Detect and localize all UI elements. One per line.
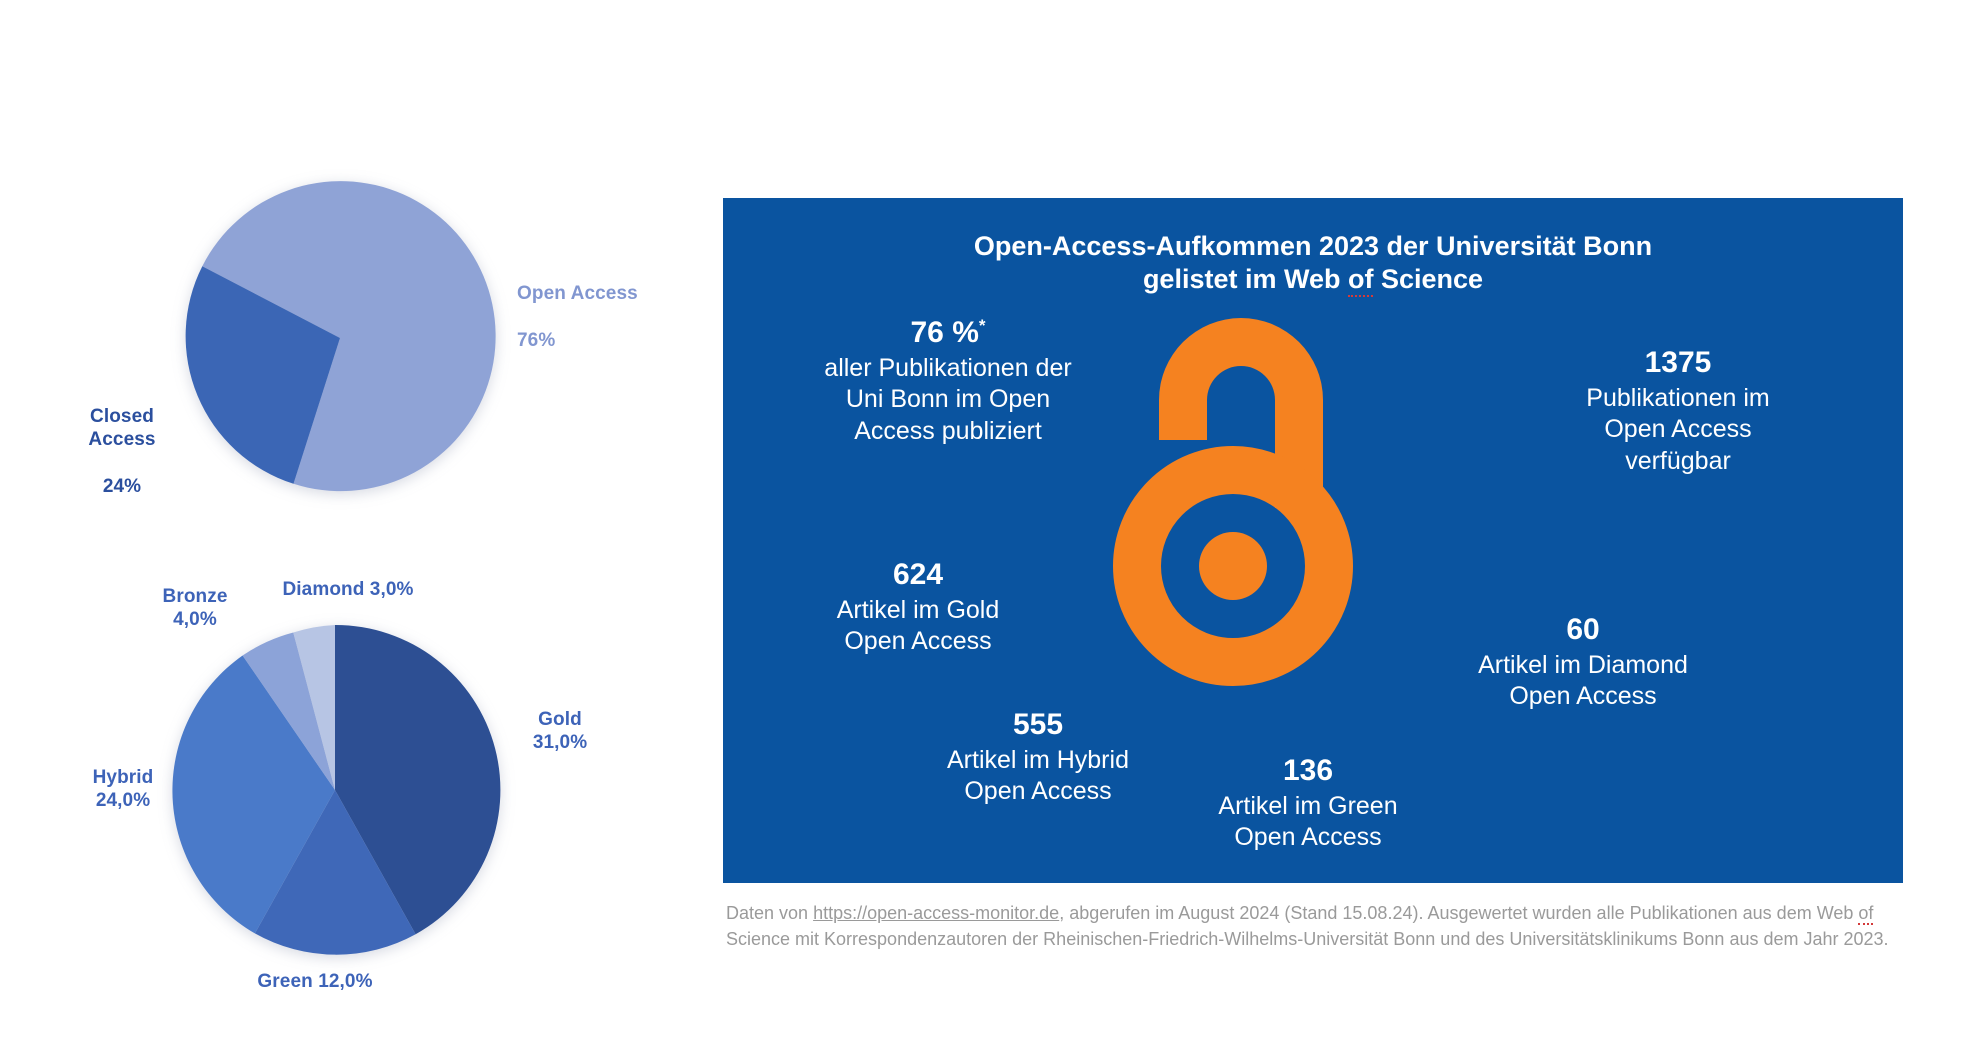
panel-title-line2-c: Science [1373, 264, 1484, 295]
pie-chart-open-vs-closed [170, 168, 510, 508]
stat-60-number: 60 [1566, 613, 1600, 646]
pie-label-diamond: Diamond 3,0% [282, 579, 414, 600]
panel-title-line2-a: gelistet im Web [1142, 264, 1348, 295]
pie-label-closed-access: Closed Access 24% [62, 382, 182, 498]
footnote-part3: Science mit Korrespondenzautoren der Rhe… [726, 929, 1889, 950]
pie-charts-area: Open Access 76% Closed Access 24% [0, 0, 720, 1063]
pie-label-hybrid: Hybrid 24,0% [92, 767, 154, 812]
open-access-monitor-link[interactable]: https://open-access-monitor.de [813, 903, 1060, 923]
pie-label-open-access-value: 76% [517, 329, 556, 351]
pie-label-bronze: Bronze 4,0% [162, 586, 228, 631]
stat-555-desc: Artikel im Hybrid Open Access [947, 745, 1129, 806]
stat-76-percent: 76 %* aller Publikationen der Uni Bonn i… [753, 316, 1143, 447]
stat-624-gold: 624 Artikel im Gold Open Access [718, 558, 1118, 658]
footnote-spellcheck-word: of [1858, 903, 1874, 925]
pie-label-gold: Gold 31,0% [532, 709, 588, 754]
statistics-panel: Open-Access-Aufkommen 2023 der Universit… [723, 198, 1903, 883]
stat-624-number: 624 [892, 558, 944, 591]
stat-60-diamond: 60 Artikel im Diamond Open Access [1383, 613, 1783, 713]
pie-label-open-access: Open Access 76% [517, 259, 697, 352]
stat-76-percent-desc: aller Publikationen der Uni Bonn im Open… [824, 353, 1072, 445]
stat-76-percent-asterisk: * [978, 316, 986, 335]
pie-slice-bronze [242, 632, 335, 790]
pie-slice-hybrid [172, 655, 335, 934]
pie-slice-open-access [202, 181, 496, 492]
stat-136-number: 136 [1282, 754, 1334, 787]
stat-555-number: 555 [1012, 708, 1064, 741]
pie-slice-closed-access [185, 266, 340, 484]
pie-slice-green [254, 790, 416, 955]
stat-1375: 1375 Publikationen im Open Access verfüg… [1478, 346, 1878, 477]
stat-76-percent-number: 76 %* [910, 316, 986, 349]
pie-chart-open-vs-closed-svg [185, 181, 496, 492]
pie-label-green: Green 12,0% [257, 971, 373, 992]
stat-1375-number: 1375 [1644, 346, 1712, 379]
footnote-part1: Daten von [726, 903, 814, 923]
footnote-part2: , abgerufen im August 2024 (Stand 15.08.… [1059, 903, 1859, 923]
panel-title-spellcheck-word: of [1347, 264, 1374, 298]
pie-slice-gold [335, 624, 501, 935]
pie-label-open-access-name: Open Access [517, 283, 638, 305]
stat-136-green: 136 Artikel im Green Open Access [1108, 754, 1508, 854]
stat-60-desc: Artikel im Diamond Open Access [1478, 650, 1688, 711]
panel-title: Open-Access-Aufkommen 2023 der Universit… [783, 230, 1843, 298]
stat-555-hybrid: 555 Artikel im Hybrid Open Access [838, 708, 1238, 808]
pie-chart-oa-types-svg [172, 624, 501, 955]
panel-title-line1: Open-Access-Aufkommen 2023 der Universit… [973, 231, 1653, 261]
stat-136-desc: Artikel im Green Open Access [1218, 791, 1398, 852]
pie-chart-oa-types [155, 610, 515, 970]
stat-624-desc: Artikel im Gold Open Access [836, 595, 1000, 656]
stat-1375-desc: Publikationen im Open Access verfügbar [1586, 383, 1770, 475]
footnote: Daten von https://open-access-monitor.de… [726, 900, 1906, 952]
open-access-lock-icon [1113, 318, 1353, 686]
pie-label-closed-access-value: 24% [102, 475, 142, 497]
pie-label-closed-access-name: Closed Access [88, 406, 156, 451]
pie-slice-diamond [293, 625, 335, 790]
